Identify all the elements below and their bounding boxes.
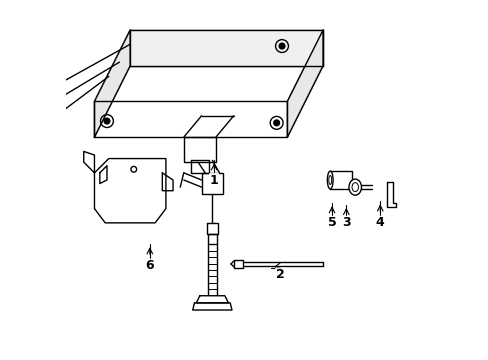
Text: 4: 4 xyxy=(375,216,384,229)
Text: 5: 5 xyxy=(327,216,336,229)
Polygon shape xyxy=(94,102,287,137)
Circle shape xyxy=(104,118,110,124)
Polygon shape xyxy=(207,234,216,244)
Text: 1: 1 xyxy=(209,174,218,186)
Polygon shape xyxy=(233,260,242,268)
Circle shape xyxy=(279,43,285,49)
Polygon shape xyxy=(162,173,173,191)
Polygon shape xyxy=(329,171,351,189)
Polygon shape xyxy=(287,30,323,137)
Polygon shape xyxy=(94,30,130,137)
Polygon shape xyxy=(206,223,217,234)
Polygon shape xyxy=(130,30,323,66)
Polygon shape xyxy=(196,296,228,303)
Polygon shape xyxy=(201,173,223,194)
Text: 2: 2 xyxy=(275,268,284,281)
Ellipse shape xyxy=(348,179,361,195)
Polygon shape xyxy=(83,152,94,173)
Circle shape xyxy=(273,120,279,126)
Polygon shape xyxy=(183,137,216,162)
Polygon shape xyxy=(192,303,231,310)
Polygon shape xyxy=(94,158,165,223)
Text: 3: 3 xyxy=(341,216,350,229)
Polygon shape xyxy=(386,182,395,207)
Polygon shape xyxy=(190,160,208,173)
Text: 6: 6 xyxy=(145,259,154,272)
Ellipse shape xyxy=(326,171,332,189)
